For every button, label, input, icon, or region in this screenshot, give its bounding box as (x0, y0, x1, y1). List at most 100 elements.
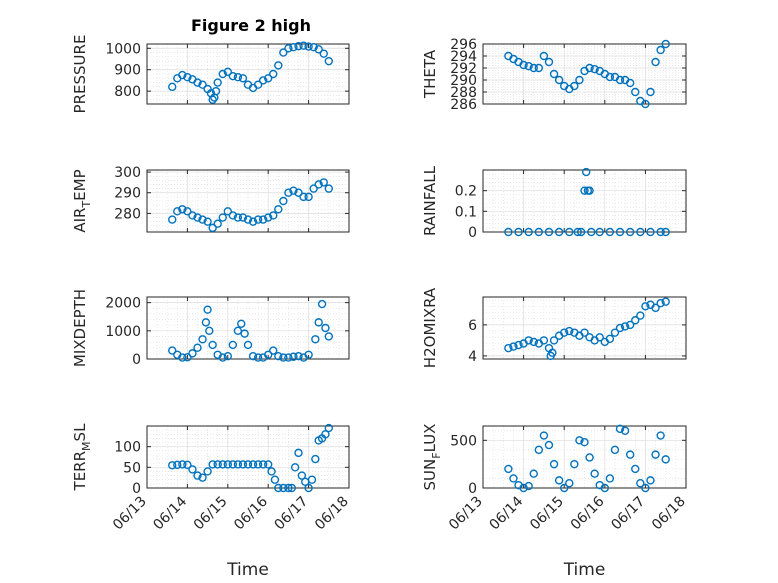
data-point (575, 436, 584, 445)
x-tick-label: 06/13 (446, 494, 486, 534)
data-point (233, 213, 243, 222)
data-point (565, 227, 574, 237)
data-point (317, 299, 327, 309)
data-point (544, 57, 554, 67)
subplot-air-temp: 280 290 300 AIRTEMP (71, 165, 350, 233)
data-point (646, 476, 655, 485)
y-tick-label: 0.2 (455, 184, 477, 200)
data-point (299, 192, 308, 202)
data-point (524, 61, 533, 71)
data-point (631, 464, 640, 474)
data-point (198, 215, 207, 224)
data-point (590, 64, 599, 74)
data-point (661, 297, 670, 306)
grid (146, 296, 350, 360)
data-point (319, 178, 328, 187)
data-point (570, 459, 579, 469)
x-axis-label: Time (563, 560, 606, 580)
data-point (575, 75, 584, 85)
data-point (218, 213, 227, 222)
data-point (274, 483, 283, 493)
y-tick-label: 0 (132, 481, 141, 497)
y-tick-label: 300 (114, 165, 141, 181)
data-series (168, 41, 333, 104)
data-point (213, 219, 222, 228)
data-point (544, 440, 554, 450)
data-point (534, 63, 544, 73)
data-point (524, 481, 533, 491)
data-point (203, 305, 212, 314)
data-point (636, 227, 645, 237)
y-axis-label: THETA (421, 49, 439, 99)
data-point (651, 303, 660, 313)
data-point (539, 431, 549, 440)
data-point (193, 78, 202, 87)
data-point (560, 328, 569, 337)
data-point (299, 41, 308, 50)
axes-frame (146, 169, 350, 233)
data-point (529, 337, 538, 347)
data-point (238, 213, 248, 222)
data-point (284, 483, 293, 493)
data-point (549, 336, 559, 345)
data-point (183, 73, 192, 82)
data-point (188, 211, 197, 220)
data-point (237, 319, 246, 328)
data-point (218, 353, 227, 362)
data-point (274, 61, 283, 70)
data-point (509, 342, 518, 351)
data-point (565, 479, 574, 488)
y-tick-label: 50 (123, 460, 141, 476)
data-point (198, 473, 207, 482)
data-point (178, 353, 187, 362)
data-point (610, 445, 620, 455)
data-point (253, 460, 263, 469)
data-point (641, 302, 650, 311)
data-point (289, 352, 298, 361)
data-point (183, 353, 192, 362)
data-point (504, 343, 513, 353)
data-point (270, 475, 280, 484)
data-point (625, 320, 635, 330)
data-point (314, 180, 323, 189)
data-point (656, 45, 665, 55)
data-point (580, 186, 589, 195)
data-point (656, 227, 665, 237)
data-point (264, 74, 273, 83)
data-point (203, 467, 212, 476)
data-point (324, 423, 333, 433)
data-point (585, 453, 594, 462)
data-point (208, 340, 217, 350)
data-point (636, 479, 645, 488)
data-point (524, 227, 533, 237)
y-tick-label: 0 (468, 225, 477, 241)
data-point (284, 44, 293, 53)
subplot-pressure: 800 900 1000 PRESSURE (71, 35, 350, 113)
axes-frame (482, 43, 687, 105)
data-point (279, 48, 288, 57)
data-point (253, 80, 263, 89)
data-point (188, 465, 197, 474)
data-point (294, 448, 303, 458)
y-tick-label: 288 (450, 85, 477, 101)
x-tick-label: 06/17 (608, 494, 648, 534)
data-point (324, 332, 333, 341)
data-point (605, 72, 615, 82)
data-point (661, 227, 670, 237)
data-point (651, 57, 660, 67)
data-point (183, 460, 192, 470)
x-tick-label: 06/13 (110, 494, 150, 534)
data-point (519, 483, 528, 493)
data-point (264, 460, 273, 469)
data-point (223, 460, 233, 469)
y-tick-label: 294 (450, 49, 477, 65)
grid (146, 170, 350, 232)
data-point (580, 328, 589, 337)
data-point (605, 227, 615, 237)
subplot-rainfall: 0 0.1 0.2 RAINFALL (421, 165, 687, 241)
data-point (193, 471, 202, 480)
data-point (248, 217, 258, 226)
data-point (514, 340, 523, 350)
data-point (656, 299, 665, 308)
